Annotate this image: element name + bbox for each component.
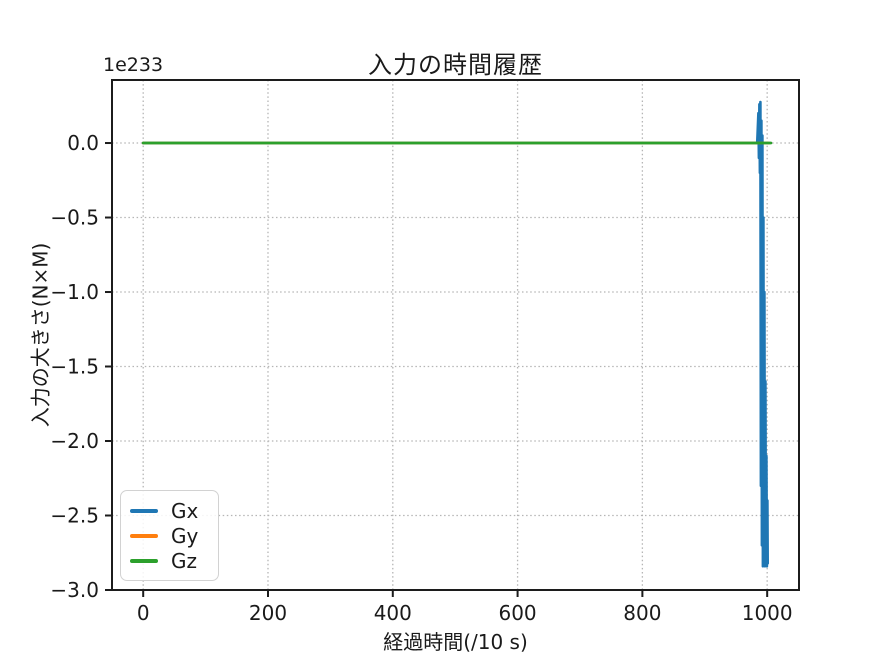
gz-line-swatch [130,558,158,563]
y-tick-label: 0.0 [67,131,99,155]
y-tick-label: −1.0 [50,280,99,304]
y-tick-label: −2.0 [50,429,99,453]
x-tick-label: 400 [374,601,412,625]
y-tick-label: −2.5 [50,504,99,528]
legend-label-gx: Gx [171,498,199,523]
y-tick-label: −0.5 [50,206,99,230]
y-axis-offset-label: 1e233 [103,54,164,76]
y-axis-label: 入力の大きさ(N×M) [28,242,53,428]
x-axis-label: 経過時間(/10 s) [383,630,528,654]
chart-title: 入力の時間履歴 [368,51,543,79]
gy-line-swatch [130,533,158,538]
y-tick-label: −3.0 [50,578,99,602]
x-tick-label: 0 [137,601,150,625]
gx-line-swatch [130,508,158,513]
series-line-gx [141,100,770,568]
legend-entry-gz: Gz [130,551,208,571]
legend-label-gy: Gy [171,523,199,548]
y-tick-label: −1.5 [50,355,99,379]
x-tick-label: 200 [249,601,287,625]
legend-label-gz: Gz [171,548,197,573]
legend: Gx Gy Gz [120,490,219,581]
x-tick-label: 800 [623,601,661,625]
axes-spines [111,79,800,591]
legend-entry-gy: Gy [130,526,208,546]
x-tick-label: 1000 [742,601,793,625]
legend-entry-gx: Gx [130,501,208,521]
x-tick-label: 600 [498,601,536,625]
